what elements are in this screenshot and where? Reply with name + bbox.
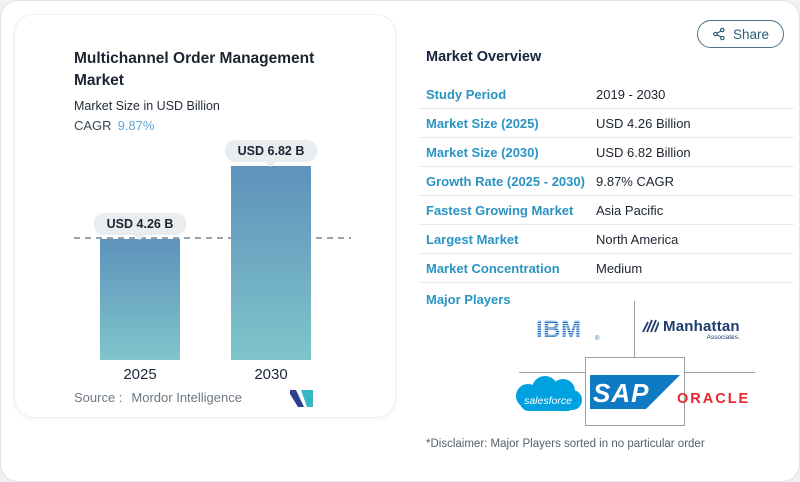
table-row: Study Period 2019 - 2030 xyxy=(419,80,794,109)
row-value: Asia Pacific xyxy=(596,202,664,218)
row-value: 2019 - 2030 xyxy=(596,86,666,102)
logo-grid-vertical-divider xyxy=(634,301,635,358)
row-label: Market Concentration xyxy=(426,260,560,276)
threshold-dashline xyxy=(74,237,351,239)
cagr-label: CAGR xyxy=(74,118,112,133)
axis-label-2030: 2030 xyxy=(254,366,288,383)
share-button[interactable]: Share xyxy=(696,20,784,48)
manhattan-wordmark: Manhattan xyxy=(663,318,740,335)
row-label: Market Size (2030) xyxy=(426,144,539,160)
ibm-logo-icon: IBM ® xyxy=(536,317,600,341)
row-label: Growth Rate (2025 - 2030) xyxy=(426,173,585,189)
cagr-value: 9.87% xyxy=(117,118,155,133)
source-value: Mordor Intelligence xyxy=(131,390,242,405)
row-value: 9.87% CAGR xyxy=(596,173,675,189)
row-value: North America xyxy=(596,231,679,247)
row-value: USD 6.82 Billion xyxy=(596,144,691,160)
mordor-intelligence-logo-icon xyxy=(290,390,313,407)
svg-text:®: ® xyxy=(595,335,600,341)
row-label: Study Period xyxy=(426,86,507,102)
table-row: Growth Rate (2025 - 2030) 9.87% CAGR xyxy=(419,167,794,196)
svg-text:SAP: SAP xyxy=(593,378,649,408)
bar-label-2025: USD 4.26 B xyxy=(93,213,187,235)
table-row: Largest Market North America xyxy=(419,225,794,254)
table-row: Market Size (2025) USD 4.26 Billion xyxy=(419,109,794,138)
manhattan-subtext: Associates. xyxy=(706,334,740,341)
chart-subtitle: Market Size in USD Billion xyxy=(74,99,220,113)
table-row: Market Concentration Medium xyxy=(419,254,794,283)
disclaimer-text: *Disclaimer: Major Players sorted in no … xyxy=(426,438,705,450)
market-chart-card: Multichannel Order Management Market Mar… xyxy=(14,14,396,418)
sap-logo-icon: SAP xyxy=(590,374,680,409)
table-row: Fastest Growing Market Asia Pacific xyxy=(419,196,794,225)
salesforce-logo-icon: salesforce xyxy=(516,376,582,411)
bar-2030 xyxy=(231,166,311,360)
row-label: Fastest Growing Market xyxy=(426,202,574,218)
overview-title: Market Overview xyxy=(426,49,542,65)
chart-cagr: CAGR 9.87% xyxy=(74,118,154,133)
svg-text:IBM: IBM xyxy=(536,317,582,341)
table-row: Market Size (2030) USD 6.82 Billion xyxy=(419,138,794,167)
overview-table: Study Period 2019 - 2030 Market Size (20… xyxy=(419,80,794,283)
chart-title: Multichannel Order Management Market xyxy=(74,50,315,89)
major-players-label: Major Players xyxy=(426,292,511,307)
source-row: Source : Mordor Intelligence xyxy=(74,390,242,405)
row-label: Market Size (2025) xyxy=(426,115,539,131)
source-label: Source : xyxy=(74,390,123,405)
oracle-logo: ORACLE xyxy=(677,391,751,407)
row-label: Largest Market xyxy=(426,231,519,247)
row-value: USD 4.26 Billion xyxy=(596,115,691,131)
manhattan-associates-logo: Manhattan Associates. xyxy=(642,318,740,341)
svg-text:salesforce: salesforce xyxy=(524,395,572,407)
bar-label-2030: USD 6.82 B xyxy=(224,140,318,162)
sap-logo-box: SAP xyxy=(585,357,685,426)
bar-2025 xyxy=(100,239,180,360)
share-label: Share xyxy=(732,26,769,42)
row-value: Medium xyxy=(596,260,643,276)
manhattan-hatch-icon xyxy=(642,319,659,333)
axis-label-2025: 2025 xyxy=(123,366,157,383)
logo-grid-horizontal-divider-right xyxy=(685,372,755,373)
share-nodes-icon xyxy=(713,27,725,41)
logo-grid-horizontal-divider-left xyxy=(519,372,585,373)
